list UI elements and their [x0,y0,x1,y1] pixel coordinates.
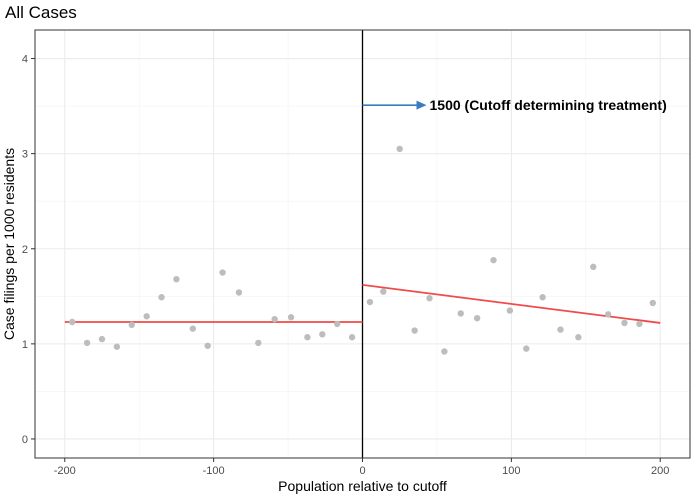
data-point [636,320,643,328]
data-point [621,319,628,327]
data-point [441,348,448,355]
data-points [69,145,656,355]
data-point [219,269,226,276]
data-point [590,263,597,271]
data-point [189,325,196,332]
data-point [255,339,262,347]
data-point [235,289,243,296]
y-tick-label: 0 [22,434,28,446]
data-point [366,298,374,306]
data-point [523,345,530,352]
y-tick-label: 3 [22,149,28,161]
data-point [204,342,211,349]
data-point [319,331,326,338]
y-tick-label: 1 [22,339,28,351]
data-point [173,275,180,283]
x-axis-label: Population relative to cutoff [278,478,447,494]
x-tick-label: 0 [359,465,365,477]
data-point [473,314,481,322]
chart-title: All Cases [5,3,77,22]
y-tick-label: 2 [22,244,28,256]
data-point [380,288,387,295]
x-tick-label: -100 [203,465,225,477]
data-point [271,315,278,323]
fit-line [362,284,661,324]
data-point [604,311,612,318]
data-point [143,313,150,320]
data-point [304,334,311,341]
data-point [557,326,564,333]
data-point [649,299,656,307]
data-point [98,335,106,343]
data-point [411,327,418,334]
annotation-group: 1500 (Cutoff determining treatment) [362,97,667,113]
x-tick-label: 200 [651,465,669,477]
axis-ticks: -200 -100 0 100 200 0 1 2 3 4 [22,54,670,477]
data-point [333,320,341,328]
fit-lines [64,284,661,324]
x-tick-label: 100 [502,465,520,477]
data-point [128,321,135,329]
data-point [426,295,433,302]
data-point [506,307,514,314]
data-point [113,343,121,350]
data-point [575,334,582,341]
data-point [490,256,497,264]
x-tick-label: -200 [54,465,76,477]
data-point [396,145,403,153]
y-tick-label: 4 [22,54,28,66]
data-point [83,339,91,347]
annotation-label: 1500 (Cutoff determining treatment) [430,97,667,113]
data-point [539,294,546,301]
data-point [69,318,76,326]
y-axis-label: Case filings per 1000 residents [1,148,17,340]
data-point [158,294,165,301]
annotation-arrowhead [416,100,427,110]
data-point [457,310,464,317]
data-point [348,334,356,341]
data-point [287,314,295,321]
